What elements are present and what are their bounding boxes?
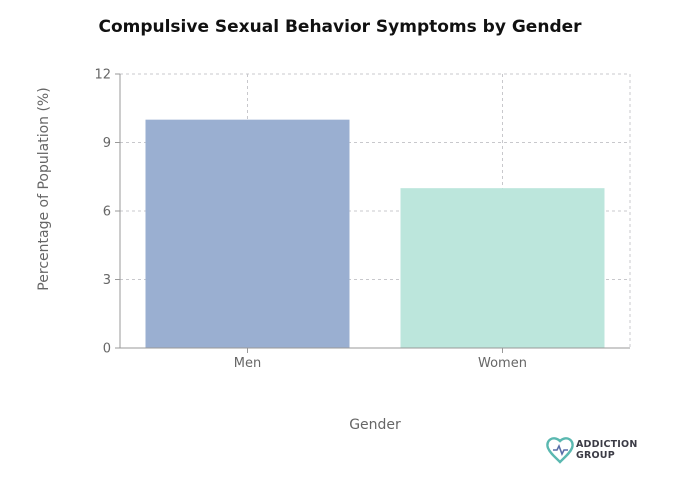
bar-men [145,119,350,349]
y-tick-label: 6 [103,205,111,220]
y-tick-labels: 0 3 6 9 12 [94,68,111,357]
x-tick-labels: Men Women [234,356,527,371]
axes [115,73,630,353]
bars [145,119,605,349]
logo-line2: GROUP [576,450,615,461]
y-tick-label: 9 [103,136,111,151]
x-tick-label: Men [234,356,261,371]
x-tick-label: Women [478,356,527,371]
logo-line1: ADDICTION [576,439,637,450]
y-tick-label: 0 [103,342,111,357]
y-tick-label: 12 [94,68,111,83]
addiction-group-logo: ADDICTION GROUP [546,437,637,464]
bar-women [400,188,605,348]
x-axis-label: Gender [349,417,401,433]
heart-icon [546,437,574,464]
y-axis-label: Percentage of Population (%) [36,87,52,290]
y-tick-label: 3 [103,273,111,288]
chart-title: Compulsive Sexual Behavior Symptoms by G… [98,17,582,37]
